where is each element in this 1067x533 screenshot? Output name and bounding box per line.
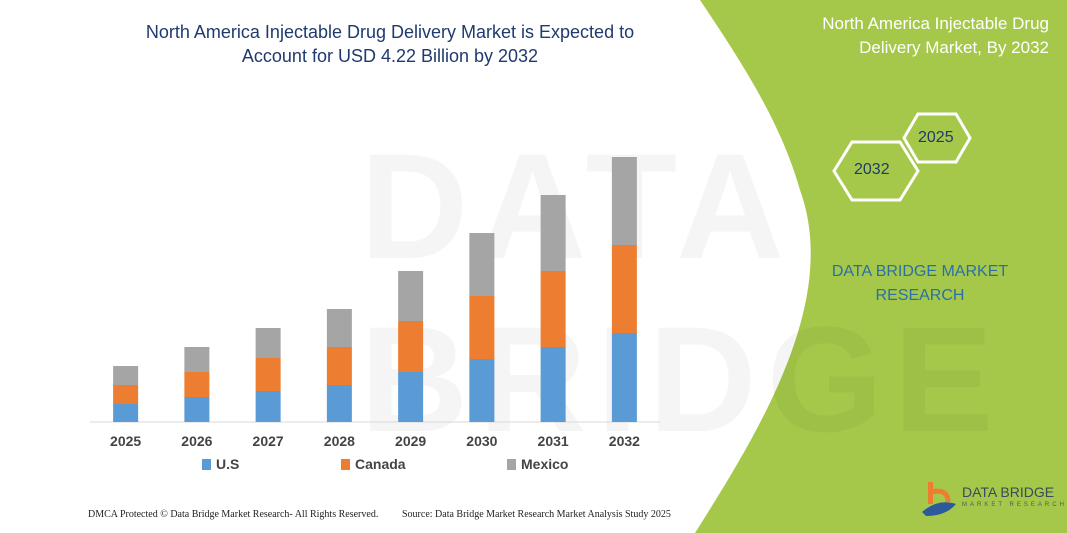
bar-us-2029 [398, 372, 424, 422]
x-tick-label: 2027 [253, 433, 284, 449]
bar-us-2025 [113, 404, 139, 422]
x-tick-label: 2029 [395, 433, 426, 449]
watermark: DATA BRIDGE [360, 120, 1067, 466]
bar-mexico-2029 [398, 271, 424, 321]
bar-us-2027 [255, 391, 281, 422]
legend-swatch-canada [341, 458, 350, 470]
bar-mexico-2030 [469, 233, 495, 296]
data-bridge-logo-icon [922, 482, 956, 516]
side-panel-title: North America Injectable Drug Delivery M… [822, 14, 1049, 57]
bar-mexico-2026 [184, 347, 210, 372]
x-tick-label: 2032 [609, 433, 640, 449]
chart-title: North America Injectable Drug Delivery M… [145, 22, 635, 66]
logo-subtitle: MARKET RESEARCH [962, 502, 1067, 508]
hex-label-2025: 2025 [918, 129, 954, 146]
bar-mexico-2031 [540, 195, 566, 271]
hexagon-2025-icon [902, 112, 972, 164]
bar-canada-2028 [326, 347, 352, 385]
hex-label-2032: 2032 [854, 161, 890, 178]
bar-us-2031 [540, 347, 566, 422]
footer-copyright: DMCA Protected © Data Bridge Market Rese… [88, 509, 379, 520]
x-tick-label: 2026 [181, 433, 212, 449]
legend-label-mexico: Mexico [521, 456, 569, 472]
legend-swatch-mexico [507, 458, 516, 470]
x-tick-label: 2031 [538, 433, 569, 449]
legend-us: U.S [202, 456, 239, 472]
bar-canada-2030 [469, 296, 495, 359]
legend-canada: Canada [341, 456, 406, 472]
bar-us-2030 [469, 359, 495, 422]
bar-mexico-2027 [255, 328, 281, 358]
bar-mexico-2025 [113, 366, 139, 385]
bar-us-2026 [184, 397, 210, 422]
legend-label-us: U.S [216, 456, 240, 472]
bar-canada-2026 [184, 372, 210, 397]
x-tick-label: 2025 [110, 433, 141, 449]
bar-canada-2031 [540, 271, 566, 347]
legend-swatch-us [202, 458, 211, 470]
hexagon-2032-icon [832, 140, 920, 202]
bar-mexico-2032 [611, 157, 637, 245]
brand-text: DATA BRIDGE MARKET RESEARCH [831, 263, 1009, 304]
x-tick-label: 2030 [466, 433, 497, 449]
bar-canada-2029 [398, 321, 424, 372]
legend-label-canada: Canada [355, 456, 406, 472]
bar-canada-2025 [113, 385, 139, 404]
x-tick-label: 2028 [324, 433, 355, 449]
stacked-bar-chart: 2025 2026 2027 2028 2029 2030 2031 2032 [90, 157, 660, 449]
bar-canada-2027 [255, 358, 281, 391]
legend-mexico: Mexico [507, 456, 568, 472]
bar-canada-2032 [611, 245, 637, 333]
logo-name: DATA BRIDGE [962, 484, 1055, 500]
bar-us-2028 [326, 385, 352, 422]
footer-source: Source: Data Bridge Market Research Mark… [402, 509, 671, 520]
bar-us-2032 [611, 333, 637, 422]
bar-mexico-2028 [326, 309, 352, 347]
